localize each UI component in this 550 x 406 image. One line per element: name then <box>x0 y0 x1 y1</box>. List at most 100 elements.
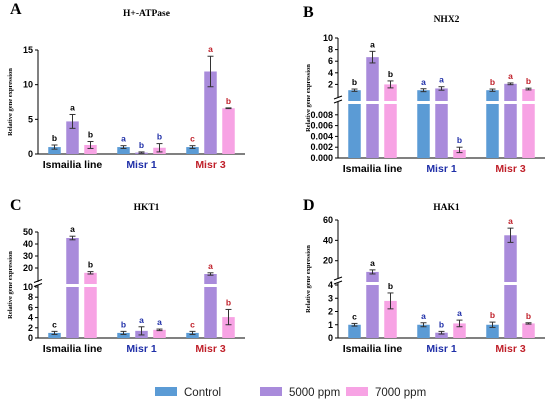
significance-letter: a <box>121 134 126 144</box>
significance-letter: a <box>139 315 144 325</box>
y-tick-label: 5 <box>28 114 33 124</box>
bar-control <box>117 332 130 338</box>
legend-swatch <box>260 387 282 396</box>
y-tick-label: 0.002 <box>310 142 333 152</box>
bar-ppm5000 <box>504 83 517 158</box>
bar-ppm7000 <box>84 272 97 338</box>
y-tick-label: 0 <box>328 333 333 343</box>
y-tick-label: 4 <box>328 280 333 290</box>
bar-break-gap <box>416 101 431 104</box>
category-label: Misr 3 <box>195 159 226 171</box>
bar-control <box>348 324 361 338</box>
y-axis-label: Relative gene expression <box>7 251 14 319</box>
category-label: Misr 1 <box>426 163 457 175</box>
category-label: Misr 1 <box>426 343 457 355</box>
y-tick-label: 6 <box>28 302 33 312</box>
y-tick-label: 10 <box>323 33 333 43</box>
axis-break-mark <box>333 99 343 104</box>
bar-break-gap <box>434 101 449 104</box>
bar-break-gap <box>521 101 536 104</box>
y-tick-label: 4 <box>328 68 333 78</box>
bar-break-gap <box>83 284 98 287</box>
panel-title: HKT1 <box>134 203 160 213</box>
bar-control <box>117 147 130 154</box>
y-tick-label: 6 <box>328 56 333 66</box>
bar-control <box>186 147 199 154</box>
bar-control <box>417 324 430 338</box>
significance-letter: b <box>352 77 357 87</box>
bar-ppm7000 <box>522 89 535 158</box>
significance-letter: a <box>439 75 444 85</box>
y-tick-label: 2 <box>328 79 333 89</box>
panel-letter: A <box>10 1 22 18</box>
bar-ppm5000 <box>366 271 379 338</box>
significance-letter: b <box>121 319 126 329</box>
bar-break-gap <box>383 101 398 104</box>
bar-ppm7000 <box>222 108 235 154</box>
y-tick-label: 8 <box>28 292 33 302</box>
significance-letter: a <box>457 308 462 318</box>
y-axis-label: Relative gene expression <box>305 245 312 313</box>
y-tick-label: 0.006 <box>310 121 333 131</box>
bar-ppm7000 <box>153 329 166 338</box>
panel-letter: D <box>303 197 315 214</box>
panel-title: HAK1 <box>433 203 460 213</box>
significance-letter: a <box>70 224 75 234</box>
y-tick-label: 8 <box>328 45 333 55</box>
legend-label: 7000 ppm <box>375 387 426 399</box>
axis-break-mark <box>33 279 43 283</box>
y-tick-label: 0 <box>28 149 33 159</box>
category-label: Ismailia line <box>343 163 403 175</box>
significance-letter: b <box>439 319 444 329</box>
y-tick-label: 50 <box>23 227 33 237</box>
significance-letter: b <box>88 130 93 140</box>
bar-ppm7000 <box>384 84 397 158</box>
bar-control <box>186 332 199 338</box>
significance-letter: a <box>208 261 213 271</box>
bar-control <box>486 324 499 338</box>
bar-control <box>48 332 61 338</box>
legend-label: Control <box>184 387 221 399</box>
panel-D: D HAK1 Relative gene expression 0 1 2 3 4 20 40 60… <box>303 197 545 355</box>
bar-ppm7000 <box>453 149 466 158</box>
y-tick-label: 10 <box>23 80 33 90</box>
significance-letter: b <box>388 281 393 291</box>
category-label: Misr 1 <box>126 343 157 355</box>
y-tick-label: 4 <box>28 313 33 323</box>
y-tick-label: 0.008 <box>310 110 333 120</box>
panel-letter: C <box>10 197 22 214</box>
significance-letter: a <box>508 71 513 81</box>
bar-ppm5000 <box>366 57 379 158</box>
y-tick-label: 30 <box>23 251 33 261</box>
bar-ppm7000 <box>222 317 235 338</box>
legend-item-ppm5000: 5000 ppm <box>260 387 340 399</box>
significance-letter: b <box>526 76 531 86</box>
bar-break-gap <box>365 101 380 104</box>
category-label: Ismailia line <box>43 159 103 171</box>
significance-letter: b <box>52 133 57 143</box>
bar-break-gap <box>365 282 380 285</box>
bar-break-gap <box>65 284 80 287</box>
significance-letter: a <box>508 216 513 226</box>
axis-break-mark <box>33 283 43 287</box>
axis-break-mark <box>333 95 343 100</box>
bar-control <box>486 90 499 158</box>
y-tick-label: 10 <box>23 282 33 292</box>
y-tick-label: 40 <box>323 235 333 245</box>
bar-ppm7000 <box>84 144 97 154</box>
bar-control <box>348 90 361 158</box>
legend-item-control: Control <box>155 387 221 399</box>
y-tick-label: 0.000 <box>310 153 333 163</box>
significance-letter: c <box>52 319 57 329</box>
y-tick-label: 20 <box>323 256 333 266</box>
legend-item-ppm7000: 7000 ppm <box>346 387 426 399</box>
y-tick-label: 2 <box>328 307 333 317</box>
significance-letter: a <box>370 258 375 268</box>
significance-letter: b <box>490 77 495 87</box>
panel-A: A H+-ATPase Relative gene expression 0 5 10 15… <box>7 1 245 171</box>
significance-letter: a <box>421 77 426 87</box>
legend-swatch <box>155 387 177 396</box>
bar-break-gap <box>485 101 500 104</box>
